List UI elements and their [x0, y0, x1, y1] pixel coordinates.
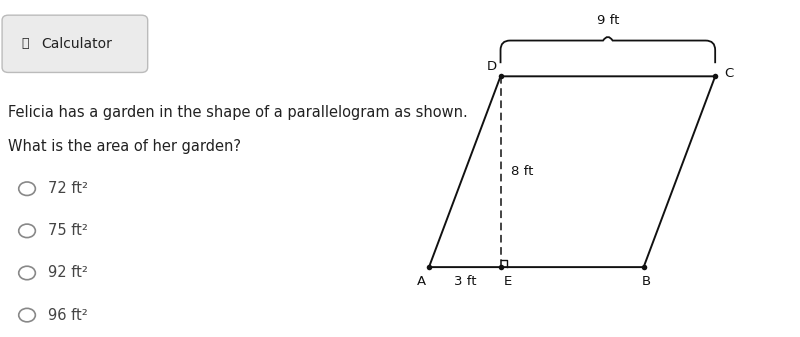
Text: Felicia has a garden in the shape of a parallelogram as shown.: Felicia has a garden in the shape of a p…: [8, 105, 468, 120]
Text: D: D: [487, 60, 497, 73]
Text: 8 ft: 8 ft: [511, 165, 534, 178]
Text: E: E: [504, 275, 512, 288]
Text: 72 ft²: 72 ft²: [48, 181, 88, 196]
Text: 🖩: 🖩: [22, 37, 29, 50]
Text: 75 ft²: 75 ft²: [48, 223, 88, 238]
Text: B: B: [642, 275, 650, 288]
Text: 96 ft²: 96 ft²: [48, 308, 87, 323]
Text: C: C: [725, 67, 734, 81]
Text: 3 ft: 3 ft: [454, 275, 476, 288]
Text: Calculator: Calculator: [42, 37, 113, 51]
Text: 9 ft: 9 ft: [597, 14, 619, 27]
Text: A: A: [418, 275, 426, 288]
FancyBboxPatch shape: [2, 15, 148, 72]
Text: 92 ft²: 92 ft²: [48, 266, 88, 280]
Text: What is the area of her garden?: What is the area of her garden?: [8, 139, 242, 154]
